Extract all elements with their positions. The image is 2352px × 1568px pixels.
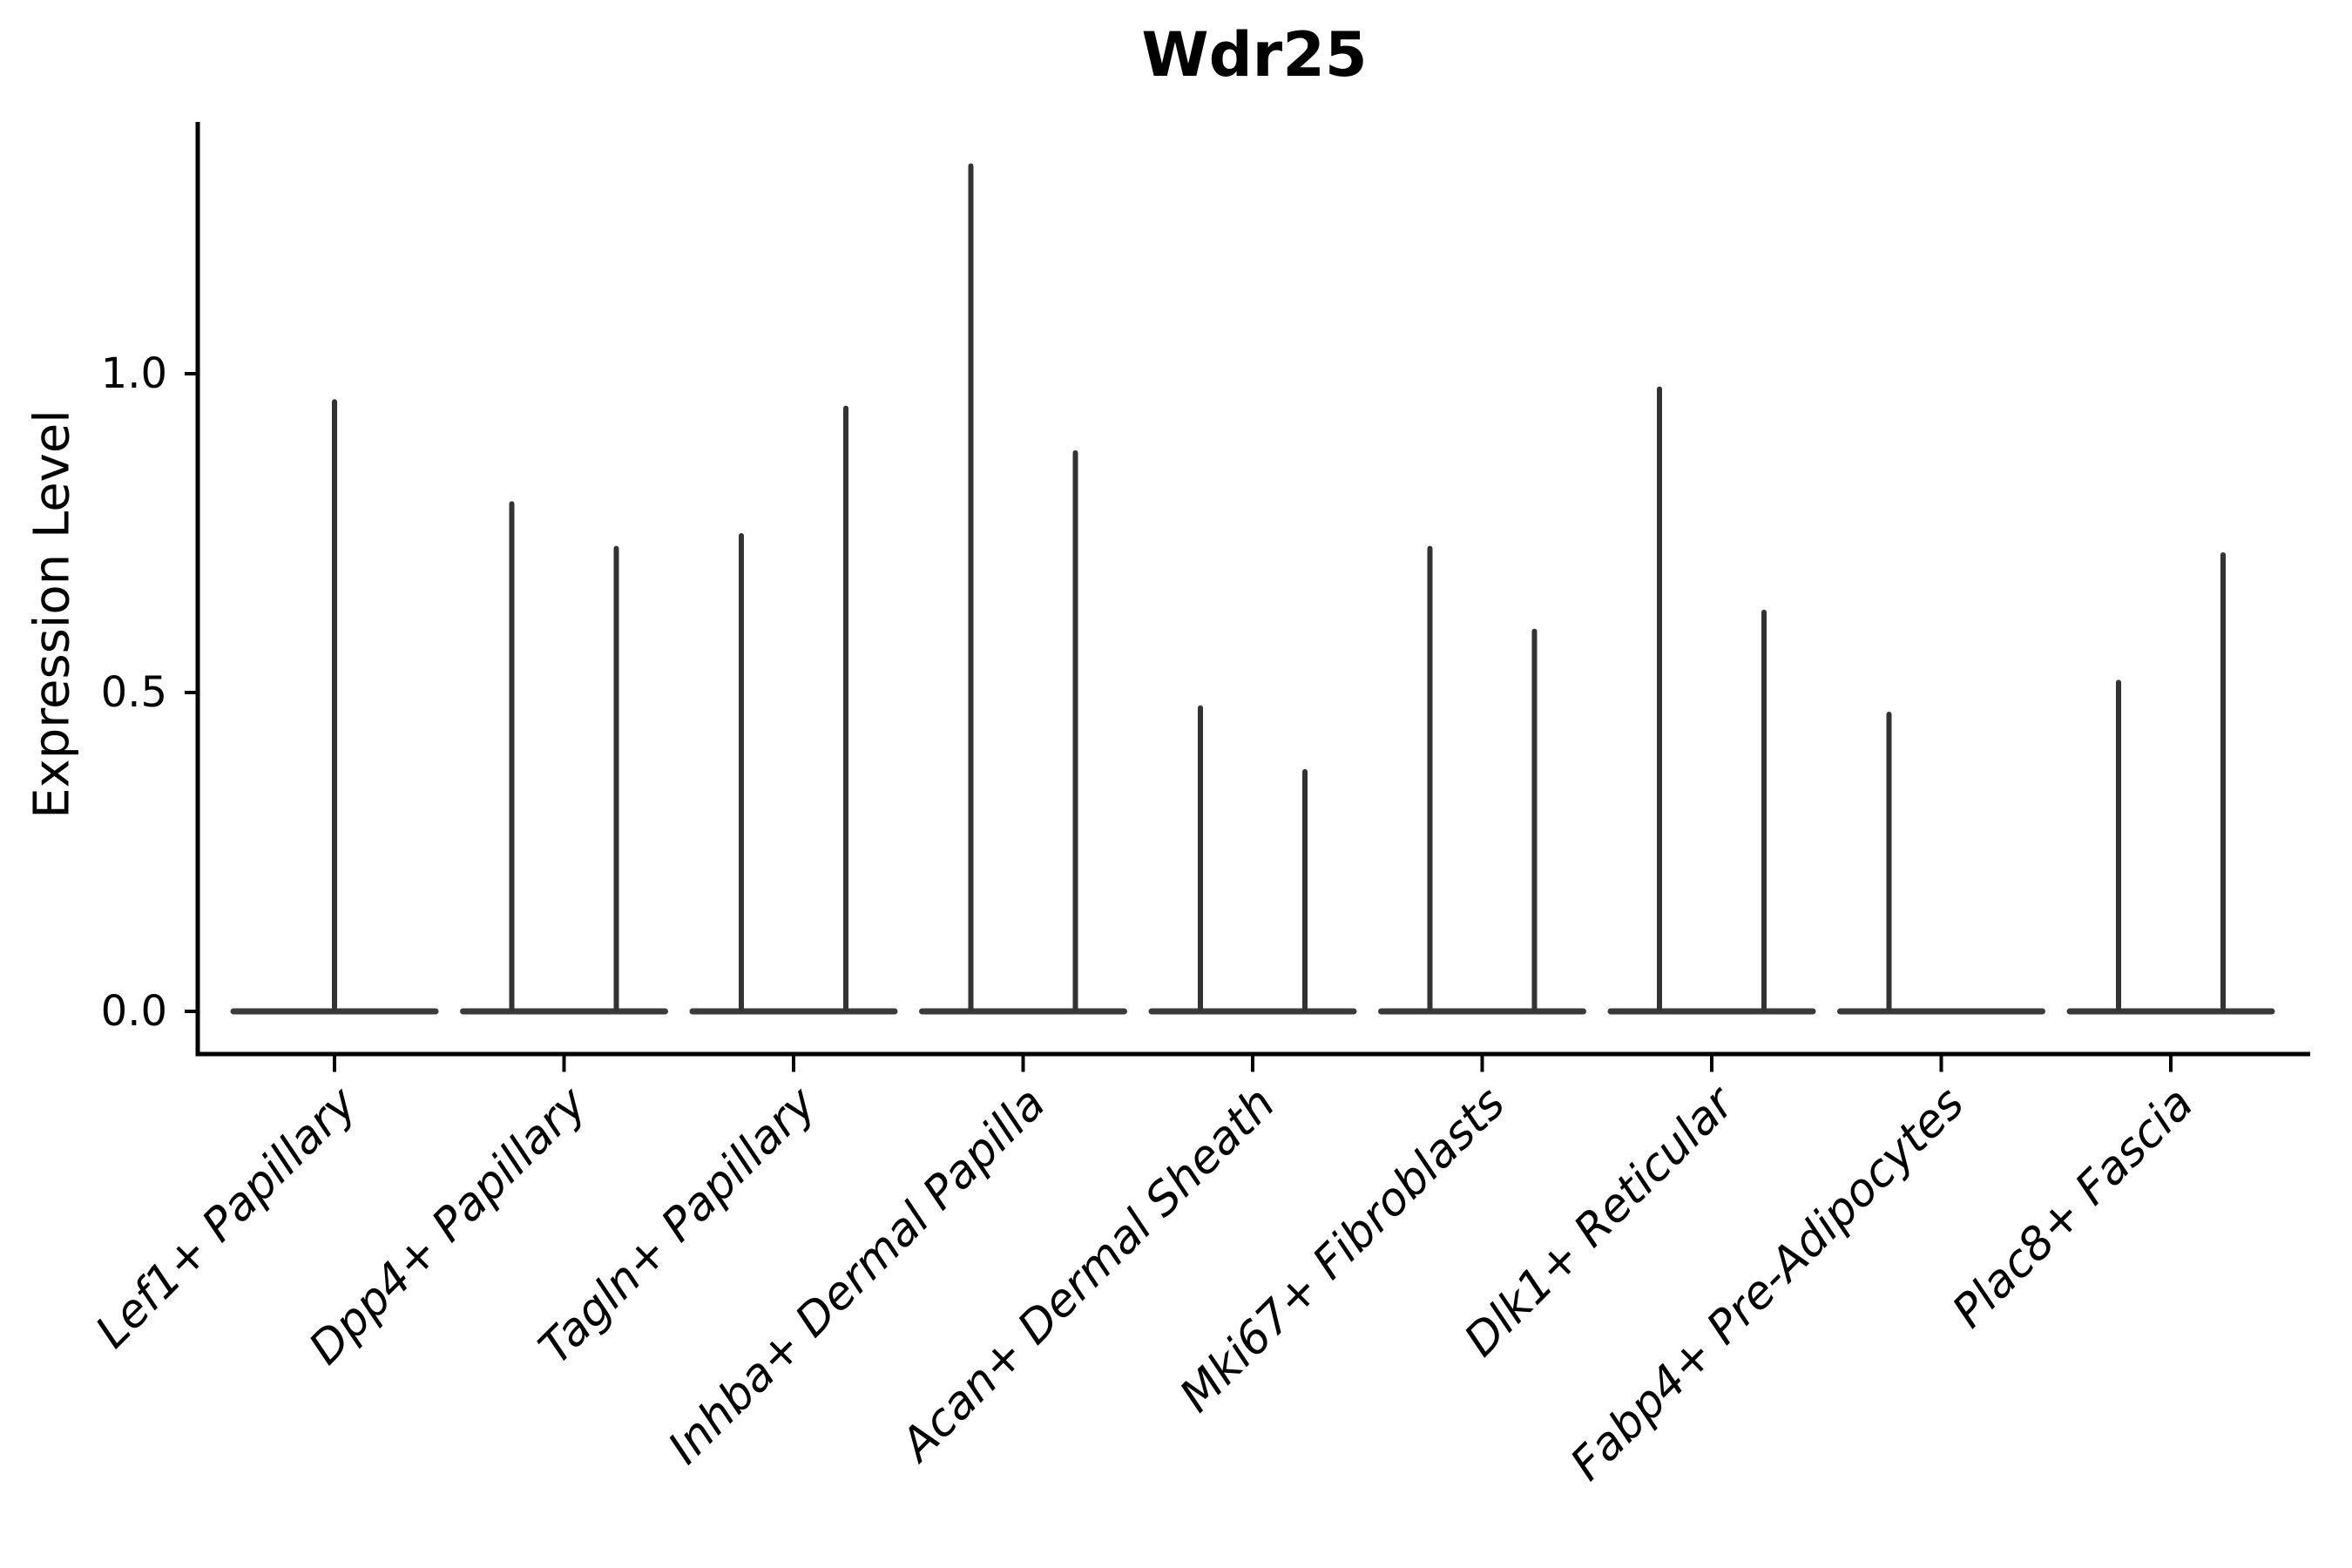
y-tick-label: 0.0 [100, 987, 167, 1036]
y-tick-label: 0.5 [100, 668, 167, 717]
y-tick-label: 1.0 [100, 349, 167, 398]
chart-title: Wdr25 [1141, 19, 1368, 91]
